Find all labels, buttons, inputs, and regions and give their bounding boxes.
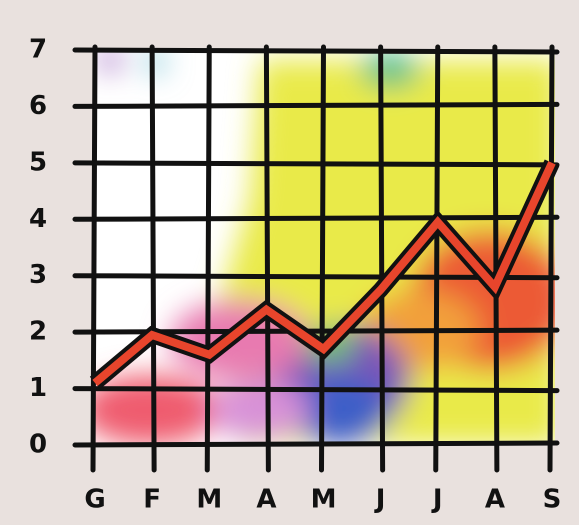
y-tick-label: 0	[29, 430, 47, 460]
y-tick-label: 7	[29, 35, 47, 65]
x-tick-label: M	[196, 485, 222, 515]
y-tick-label: 3	[29, 260, 47, 290]
vertical-grid-line	[204, 44, 212, 473]
grid-line	[72, 386, 560, 394]
x-tick-label: A	[256, 485, 276, 515]
grid-line	[72, 214, 560, 222]
vertical-grid-line	[263, 44, 271, 473]
vertical-grid-line	[90, 44, 98, 473]
grid-line	[72, 101, 560, 109]
y-tick-label: 6	[29, 91, 47, 121]
grid-line	[72, 160, 560, 168]
vertical-grid-line	[547, 44, 555, 473]
y-tick-label: 2	[29, 317, 47, 347]
vertical-grid-line	[433, 44, 441, 473]
y-tick-label: 1	[29, 373, 47, 403]
x-tick-label: A	[485, 485, 505, 515]
grid-line	[72, 47, 560, 55]
x-tick-label: M	[311, 485, 337, 515]
y-tick-label: 4	[29, 204, 47, 234]
vertical-grid-line	[149, 44, 157, 473]
vertical-grid-line	[319, 44, 326, 473]
y-tick-label: 5	[29, 147, 47, 177]
vertical-grid-line	[492, 44, 500, 473]
x-tick-label: J	[431, 485, 443, 515]
x-tick-label: J	[374, 485, 386, 515]
x-tick-label: G	[84, 485, 105, 515]
x-tick-label: F	[143, 485, 161, 515]
line	[92, 161, 556, 386]
vertical-grid-line	[378, 44, 386, 473]
grid-line	[72, 440, 560, 448]
x-tick-label: S	[543, 485, 562, 515]
